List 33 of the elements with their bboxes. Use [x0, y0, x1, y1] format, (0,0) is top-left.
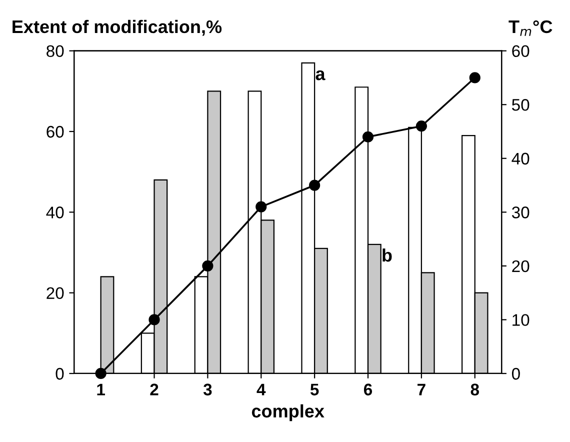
point	[256, 201, 267, 212]
y2-tick-label: 40	[512, 152, 530, 165]
series-label: a	[316, 70, 326, 80]
y-tick-label: 60	[46, 126, 64, 138]
y2-tick-label: 30	[512, 206, 530, 218]
point	[362, 131, 374, 142]
x-tick-label: 4	[256, 384, 266, 396]
x-tick-label: 3	[203, 384, 212, 396]
x-tick-label: 6	[364, 384, 372, 396]
x-tick-label: 1	[97, 384, 105, 396]
point	[469, 72, 480, 84]
y2-tick-label: 50	[512, 99, 530, 111]
y2-axis-title: T$_{m}$°C	[508, 20, 552, 36]
point	[148, 314, 160, 326]
point	[202, 260, 214, 272]
x-tick-label: 7	[418, 384, 426, 396]
y-tick-label: 0	[56, 368, 64, 380]
y2-tick-label: 0	[512, 368, 520, 380]
y2-tick-label: 60	[512, 45, 530, 58]
y-tick-label: 80	[46, 45, 64, 58]
point	[309, 180, 320, 191]
point	[416, 120, 427, 132]
point	[95, 368, 106, 380]
y-tick-label: 40	[46, 206, 64, 218]
y2-tick-label: 20	[512, 260, 530, 272]
x-tick-label: 2	[150, 384, 158, 396]
y-tick-label: 20	[46, 287, 64, 300]
x-tick-label: 8	[470, 384, 480, 396]
y-axis-title: Extent of modification,%	[12, 20, 222, 36]
y2-tick-label: 10	[512, 314, 530, 326]
series-label: b	[382, 248, 392, 262]
x-axis-title: complex	[252, 404, 324, 422]
x-tick-label: 5	[310, 384, 319, 396]
